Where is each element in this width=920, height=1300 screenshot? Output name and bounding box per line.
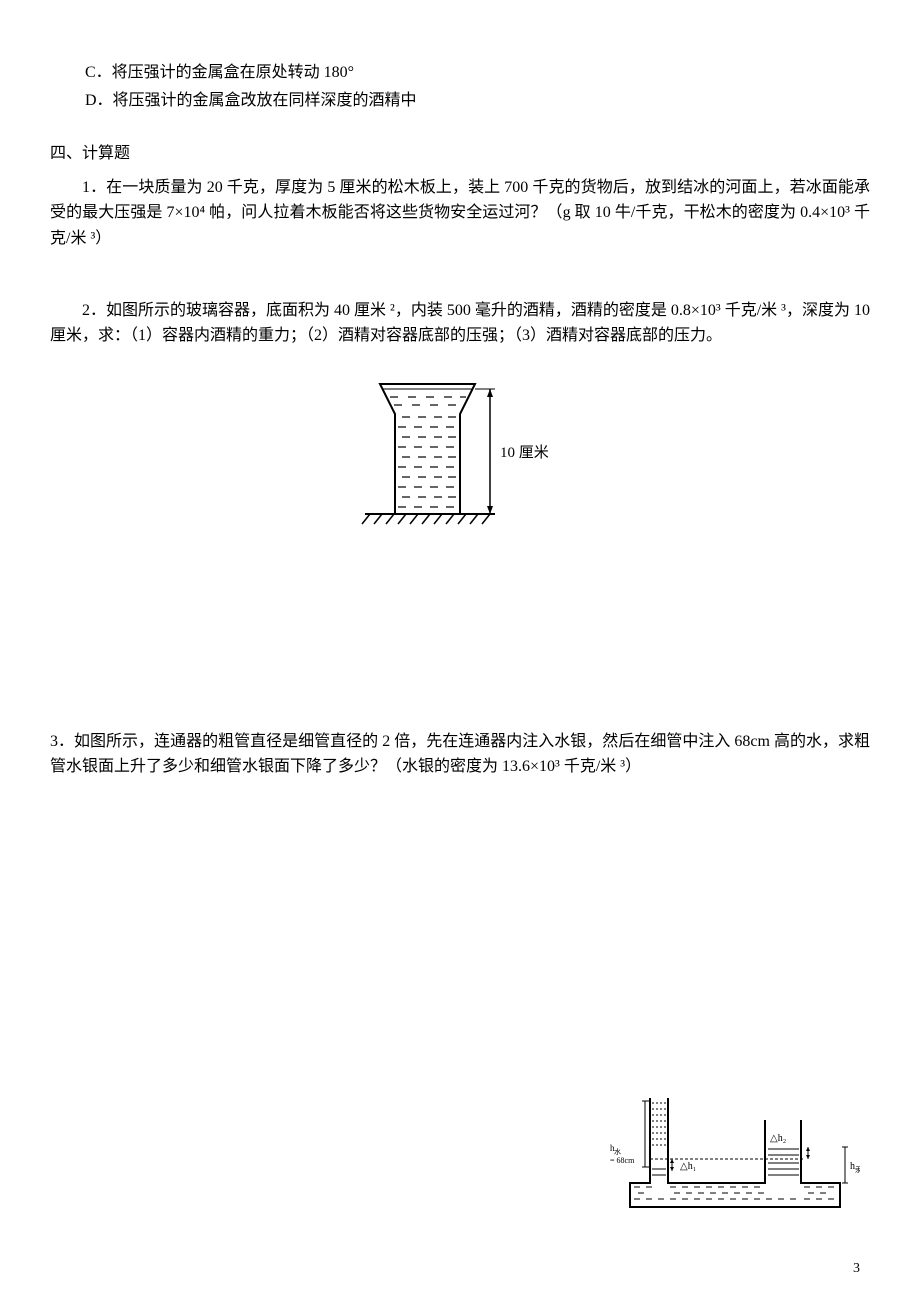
dh2-label: △h₂ xyxy=(770,1133,786,1144)
depth-label: 10 厘米 xyxy=(500,444,549,461)
svg-text:汞: 汞 xyxy=(855,1166,860,1174)
section-4-title: 四、计算题 xyxy=(50,141,870,167)
figure-container-2: h 水 = 68cm △h₁ △h₂ h 汞 xyxy=(610,1091,860,1230)
problem-1: 1．在一块质量为 20 千克，厚度为 5 厘米的松木板上，装上 700 千克的货… xyxy=(50,175,870,252)
svg-text:= 68cm: = 68cm xyxy=(610,1156,635,1165)
figure-container-1: 10 厘米 xyxy=(50,369,870,549)
problem-3: 3．如图所示，连通器的粗管直径是细管直径的 2 倍，先在连通器内注入水银，然后在… xyxy=(50,729,870,780)
dh1-label: △h₁ xyxy=(680,1161,696,1172)
svg-text:水: 水 xyxy=(614,1147,621,1156)
option-d: D．将压强计的金属盒改放在同样深度的酒精中 xyxy=(85,88,870,114)
option-c: C．将压强计的金属盒在原处转动 180° xyxy=(85,60,870,86)
page-number: 3 xyxy=(853,1258,860,1280)
container-diagram: 10 厘米 xyxy=(360,369,560,549)
connected-vessels-diagram: h 水 = 68cm △h₁ △h₂ h 汞 xyxy=(610,1091,860,1221)
problem-2: 2．如图所示的玻璃容器，底面积为 40 厘米 ²，内装 500 毫升的酒精，酒精… xyxy=(50,298,870,349)
